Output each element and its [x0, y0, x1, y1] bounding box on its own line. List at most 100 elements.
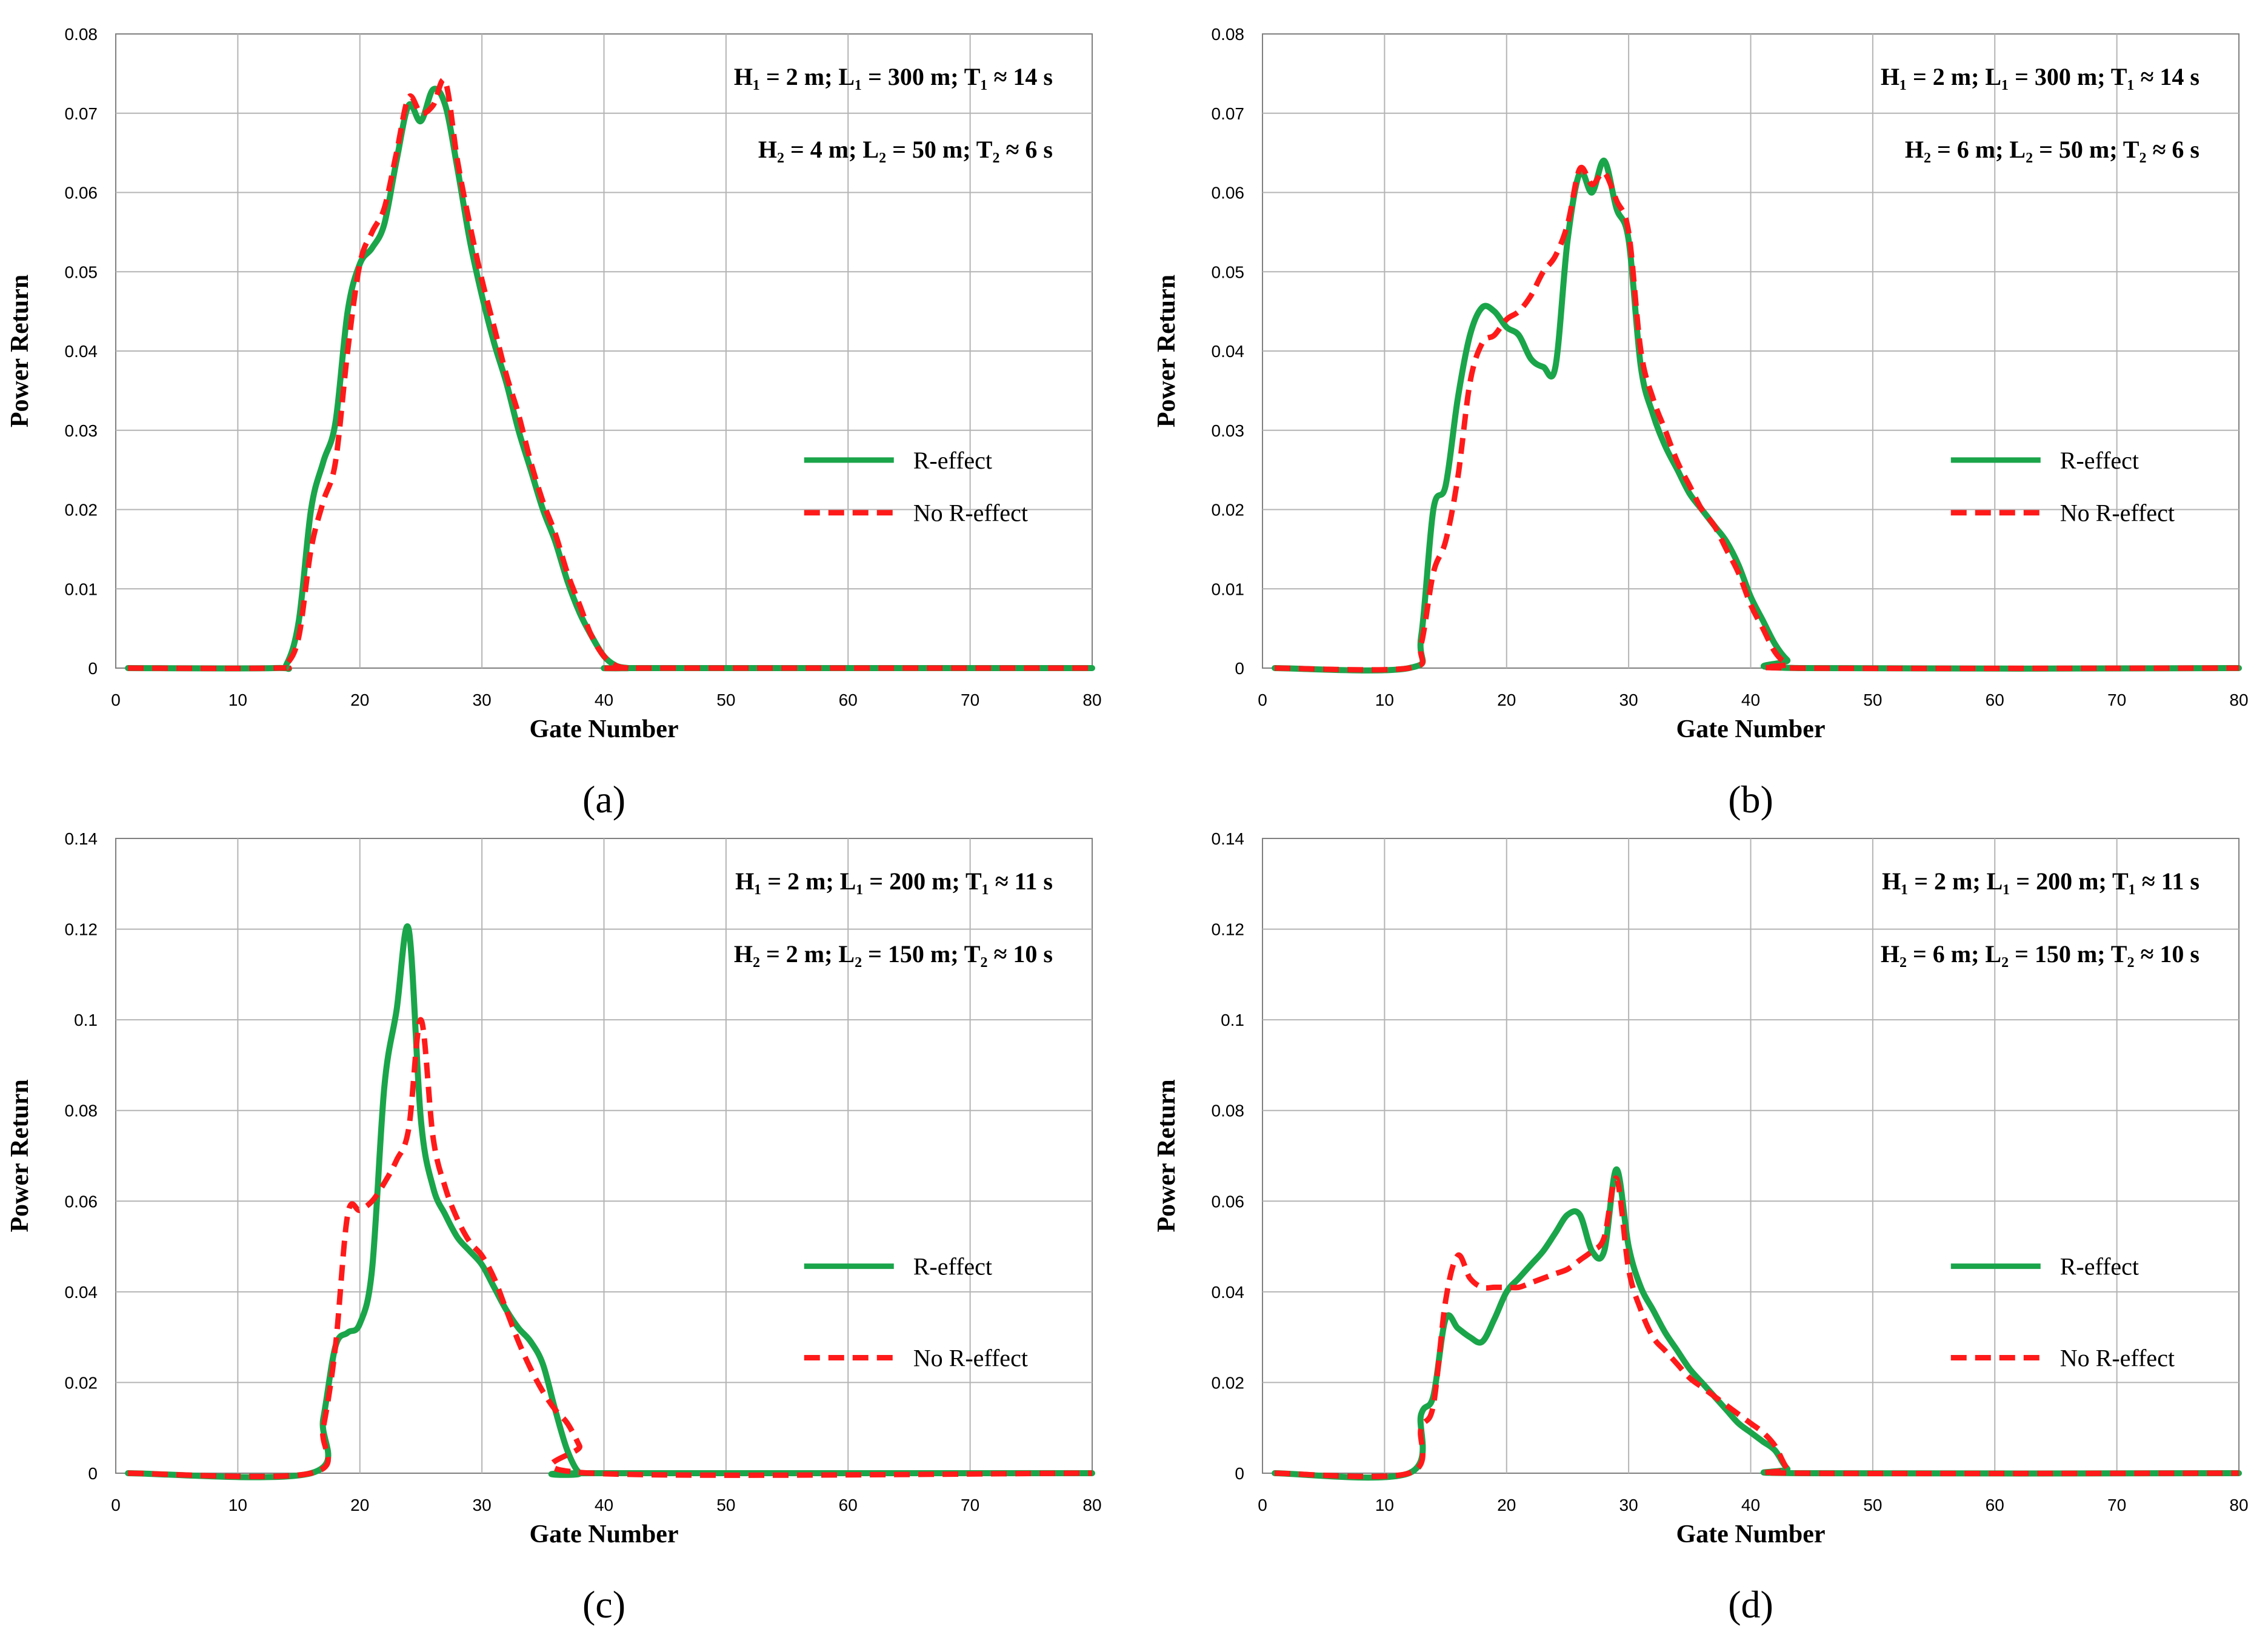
- y-tick-label-d: 0: [1235, 1464, 1244, 1483]
- panel-label-c: (c): [582, 1583, 625, 1626]
- legend-label-r-effect-b: R-effect: [2060, 447, 2139, 474]
- y-tick-label-b: 0.04: [1212, 342, 1245, 361]
- legend-label-r-effect-a: R-effect: [913, 447, 992, 474]
- y-tick-label-c: 0.1: [74, 1011, 98, 1029]
- x-axis-ticks-a: 0 10 20 30 40 50 60 70 80: [111, 691, 1101, 709]
- y-axis-ticks-a: 0 0.01 0.02 0.03 0.04 0.05 0.06 0.07 0.08: [65, 25, 98, 678]
- y-tick-label-b: 0.01: [1212, 580, 1245, 598]
- x-tick-label-c: 40: [595, 1496, 613, 1514]
- y-tick-label-c: 0: [88, 1464, 98, 1483]
- y-tick-label-b: 0.02: [1212, 501, 1245, 520]
- y-tick-label-a: 0.05: [65, 263, 98, 281]
- gridlines-b: [1262, 34, 2239, 668]
- annotation-wave2-c: H₂ = 2 m; L₂ = 150 m; T₂ ≈ 10 s: [734, 940, 1053, 968]
- series-r-effect-b: [1272, 158, 2242, 674]
- y-tick-label-a: 0.03: [65, 421, 98, 440]
- annotation-wave2-d: H₂ = 6 m; L₂ = 150 m; T₂ ≈ 10 s: [1881, 940, 2200, 968]
- y-tick-label-d: 0.08: [1212, 1102, 1245, 1120]
- y-tick-label-a: 0.02: [65, 501, 98, 520]
- legend-b: R-effect No R-effect: [1950, 447, 2175, 527]
- panel-b: 0 0.01 0.02 0.03 0.04 0.05 0.06 0.07 0.08 0 10 20 3…: [1153, 25, 2249, 821]
- y-tick-label-c: 0.04: [65, 1283, 98, 1302]
- x-tick-label-b: 40: [1741, 691, 1760, 709]
- series-no-r-effect-b: [1275, 164, 2240, 673]
- series-no-r-effect-c: [128, 1017, 1093, 1480]
- legend-label-no-r-effect-c: No R-effect: [913, 1344, 1028, 1371]
- x-tick-label-b: 0: [1258, 691, 1267, 709]
- series-r-effect-c: [125, 923, 1095, 1480]
- x-axis-ticks-b: 0 10 20 30 40 50 60 70 80: [1258, 691, 2248, 709]
- x-tick-label-c: 60: [839, 1496, 858, 1514]
- series-group-d: [1272, 1166, 2242, 1481]
- x-tick-label-d: 20: [1497, 1496, 1516, 1514]
- x-tick-label-c: 10: [228, 1496, 247, 1514]
- x-tick-label-b: 70: [2107, 691, 2126, 709]
- x-axis-ticks-c: 0 10 20 30 40 50 60 70 80: [111, 1496, 1101, 1514]
- y-tick-label-b: 0.08: [1212, 25, 1245, 44]
- y-tick-label-c: 0.14: [65, 829, 98, 848]
- x-tick-label-b: 10: [1375, 691, 1394, 709]
- x-tick-label-b: 80: [2229, 691, 2248, 709]
- y-tick-label-b: 0.07: [1212, 104, 1245, 123]
- legend-d: R-effect No R-effect: [1950, 1253, 2175, 1371]
- x-tick-label-b: 20: [1497, 691, 1516, 709]
- series-group-a: [125, 77, 1095, 672]
- y-tick-label-b: 0.03: [1212, 421, 1245, 440]
- legend-label-no-r-effect-a: No R-effect: [913, 500, 1028, 527]
- x-axis-title-d: Gate Number: [1676, 1520, 1825, 1548]
- x-tick-label-c: 20: [350, 1496, 369, 1514]
- y-tick-label-d: 0.02: [1212, 1373, 1245, 1392]
- x-tick-label-a: 20: [350, 691, 369, 709]
- y-tick-label-d: 0.06: [1212, 1192, 1245, 1211]
- y-tick-label-c: 0.02: [65, 1373, 98, 1392]
- y-tick-label-a: 0.06: [65, 184, 98, 202]
- annotation-wave1-c: H₁ = 2 m; L₁ = 200 m; T₁ ≈ 11 s: [735, 868, 1053, 895]
- x-tick-label-c: 50: [716, 1496, 735, 1514]
- x-tick-label-a: 60: [839, 691, 858, 709]
- y-axis-title-d: Power Return: [1153, 1079, 1181, 1232]
- y-axis-title-b: Power Return: [1153, 275, 1181, 427]
- x-tick-label-d: 40: [1741, 1496, 1760, 1514]
- y-tick-label-a: 0.04: [65, 342, 98, 361]
- legend-label-r-effect-c: R-effect: [913, 1253, 992, 1280]
- x-tick-label-d: 10: [1375, 1496, 1394, 1514]
- x-tick-label-c: 30: [473, 1496, 492, 1514]
- panel-label-d: (d): [1728, 1583, 1773, 1626]
- x-tick-label-a: 0: [111, 691, 121, 709]
- panel-label-b: (b): [1728, 778, 1773, 821]
- series-group-b: [1272, 158, 2242, 674]
- gridlines-c: [116, 838, 1092, 1473]
- panel-label-a: (a): [582, 778, 625, 821]
- y-axis-ticks-d: 0 0.02 0.04 0.06 0.08 0.1 0.12 0.14: [1212, 829, 1245, 1483]
- x-tick-label-d: 70: [2107, 1496, 2126, 1514]
- y-axis-title-c: Power Return: [6, 1079, 34, 1232]
- annotation-wave2-a: H₂ = 4 m; L₂ = 50 m; T₂ ≈ 6 s: [758, 136, 1053, 163]
- y-tick-label-d: 0.04: [1212, 1283, 1245, 1302]
- annotation-wave2-b: H₂ = 6 m; L₂ = 50 m; T₂ ≈ 6 s: [1905, 136, 2200, 163]
- x-tick-label-a: 80: [1082, 691, 1101, 709]
- annotation-wave1-b: H₁ = 2 m; L₁ = 300 m; T₁ ≈ 14 s: [1881, 63, 2200, 90]
- x-axis-ticks-d: 0 10 20 30 40 50 60 70 80: [1258, 1496, 2248, 1514]
- y-axis-title-a: Power Return: [6, 275, 34, 427]
- x-tick-label-d: 50: [1863, 1496, 1882, 1514]
- panel-d: 0 0.02 0.04 0.06 0.08 0.1 0.12 0.14 0 10 20 30 40 50…: [1153, 829, 2249, 1626]
- y-tick-label-d: 0.1: [1221, 1011, 1244, 1029]
- y-tick-label-a: 0.07: [65, 104, 98, 123]
- x-tick-label-d: 80: [2229, 1496, 2248, 1514]
- gridlines-a: [116, 34, 1092, 668]
- x-tick-label-b: 60: [1986, 691, 2004, 709]
- series-no-r-effect-a: [128, 77, 1092, 671]
- y-tick-label-b: 0: [1235, 659, 1244, 678]
- y-tick-label-c: 0.06: [65, 1192, 98, 1211]
- x-tick-label-d: 60: [1986, 1496, 2004, 1514]
- y-tick-label-a: 0: [88, 659, 98, 678]
- y-tick-label-b: 0.06: [1212, 184, 1245, 202]
- annotation-wave1-a: H₁ = 2 m; L₁ = 300 m; T₁ ≈ 14 s: [734, 63, 1053, 90]
- x-tick-label-a: 70: [961, 691, 979, 709]
- x-tick-label-c: 80: [1082, 1496, 1101, 1514]
- x-tick-label-a: 40: [595, 691, 613, 709]
- legend-label-r-effect-d: R-effect: [2060, 1253, 2139, 1280]
- gridlines-d: [1262, 838, 2239, 1473]
- y-axis-ticks-c: 0 0.02 0.04 0.06 0.08 0.1 0.12 0.14: [65, 829, 98, 1483]
